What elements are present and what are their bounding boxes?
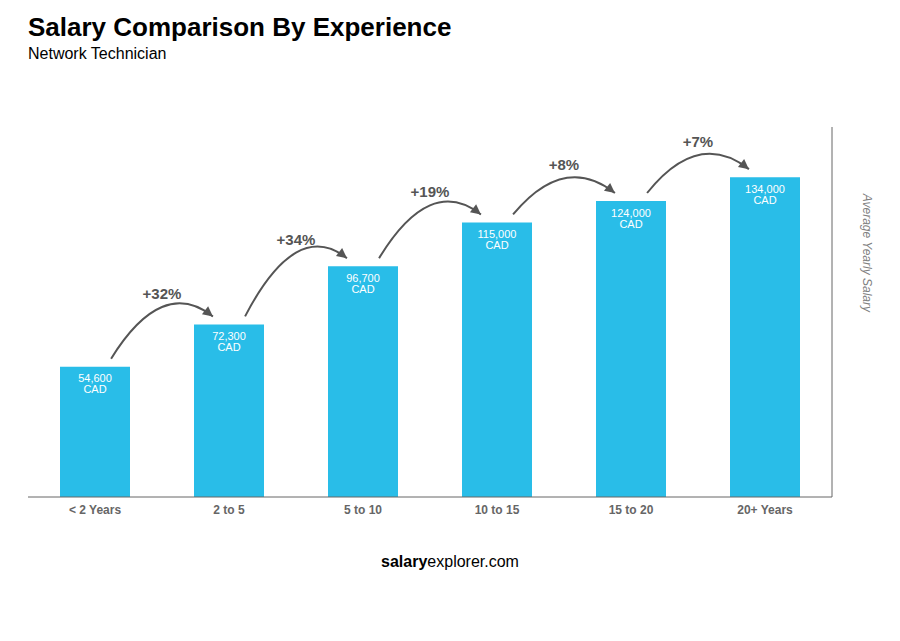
html-text:Network Technician: Network Technician: [28, 45, 167, 62]
svg-text:+34%: +34%: [277, 231, 316, 248]
svg-text:2 to 5: 2 to 5: [213, 503, 245, 517]
svg-text:124,000CAD: 124,000CAD: [611, 207, 651, 230]
svg-text:72,300CAD: 72,300CAD: [212, 330, 246, 353]
svg-text:+7%: +7%: [683, 133, 713, 150]
svg-text:20+ Years: 20+ Years: [737, 503, 793, 517]
svg-text:+32%: +32%: [143, 285, 182, 302]
html-text:salary explorer.com: salary explorer.com: [381, 553, 519, 570]
svg-text:< 2 Years: < 2 Years: [69, 503, 121, 517]
svg-text:54,600CAD: 54,600CAD: [78, 372, 112, 395]
svg-text:115,000CAD: 115,000CAD: [478, 228, 517, 251]
svg-text:96,700CAD: 96,700CAD: [346, 272, 380, 295]
svg-text:134,000CAD: 134,000CAD: [745, 183, 785, 206]
html-text:Salary Comparison By Experienc: Salary Comparison By Experience: [28, 12, 452, 42]
svg-text:10 to 15: 10 to 15: [475, 503, 520, 517]
svg-text:15 to 20: 15 to 20: [609, 503, 654, 517]
svg-text:Average Yearly Salary: Average Yearly Salary: [860, 193, 874, 313]
svg-text:+19%: +19%: [411, 183, 450, 200]
svg-text:+8%: +8%: [549, 156, 579, 173]
svg-text:5 to 10: 5 to 10: [344, 503, 382, 517]
